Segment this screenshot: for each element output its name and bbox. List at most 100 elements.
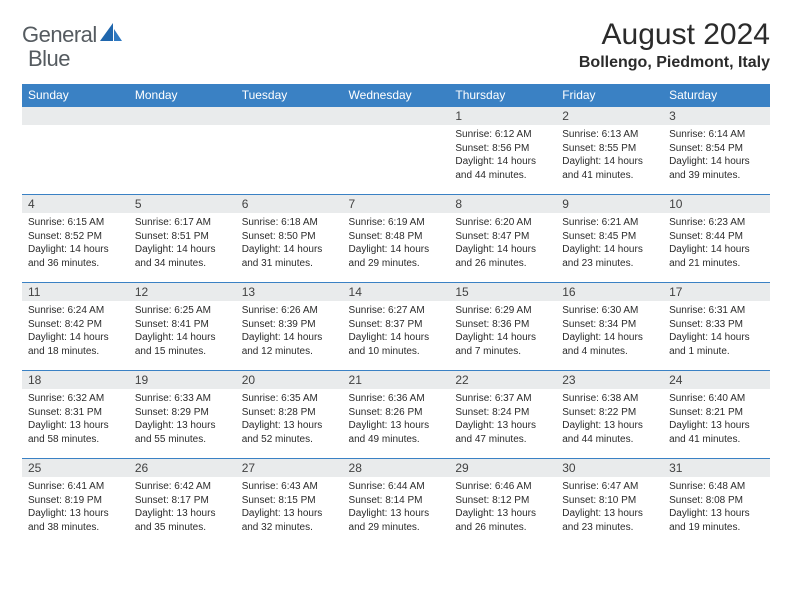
day-cell: 12Sunrise: 6:25 AMSunset: 8:41 PMDayligh… — [129, 283, 236, 371]
sunrise-line: Sunrise: 6:21 AM — [562, 216, 657, 230]
header: General August 2024 Bollengo, Piedmont, … — [22, 18, 770, 72]
day-details: Sunrise: 6:12 AMSunset: 8:56 PMDaylight:… — [449, 125, 556, 186]
week-row: 11Sunrise: 6:24 AMSunset: 8:42 PMDayligh… — [22, 283, 770, 371]
sunrise-line: Sunrise: 6:18 AM — [242, 216, 337, 230]
daylight-line: Daylight: 14 hours and 41 minutes. — [562, 155, 657, 182]
logo-text-general: General — [22, 22, 97, 48]
weekday-row: SundayMondayTuesdayWednesdayThursdayFrid… — [22, 84, 770, 107]
sunset-line: Sunset: 8:47 PM — [455, 230, 550, 244]
sunset-line: Sunset: 8:55 PM — [562, 142, 657, 156]
sunset-line: Sunset: 8:48 PM — [349, 230, 444, 244]
empty-cell — [129, 107, 236, 195]
day-details: Sunrise: 6:41 AMSunset: 8:19 PMDaylight:… — [22, 477, 129, 538]
sail-icon — [100, 23, 122, 48]
sunset-line: Sunset: 8:24 PM — [455, 406, 550, 420]
day-cell: 25Sunrise: 6:41 AMSunset: 8:19 PMDayligh… — [22, 459, 129, 547]
day-cell: 28Sunrise: 6:44 AMSunset: 8:14 PMDayligh… — [343, 459, 450, 547]
sunrise-line: Sunrise: 6:38 AM — [562, 392, 657, 406]
day-cell: 8Sunrise: 6:20 AMSunset: 8:47 PMDaylight… — [449, 195, 556, 283]
sunrise-line: Sunrise: 6:15 AM — [28, 216, 123, 230]
daylight-line: Daylight: 13 hours and 38 minutes. — [28, 507, 123, 534]
sunset-line: Sunset: 8:14 PM — [349, 494, 444, 508]
calendar-page: General August 2024 Bollengo, Piedmont, … — [0, 0, 792, 565]
sunset-line: Sunset: 8:54 PM — [669, 142, 764, 156]
day-cell: 19Sunrise: 6:33 AMSunset: 8:29 PMDayligh… — [129, 371, 236, 459]
sunrise-line: Sunrise: 6:14 AM — [669, 128, 764, 142]
day-number: 25 — [22, 459, 129, 477]
sunset-line: Sunset: 8:15 PM — [242, 494, 337, 508]
day-number: 12 — [129, 283, 236, 301]
logo: General — [22, 22, 124, 48]
day-details: Sunrise: 6:23 AMSunset: 8:44 PMDaylight:… — [663, 213, 770, 274]
day-details: Sunrise: 6:46 AMSunset: 8:12 PMDaylight:… — [449, 477, 556, 538]
day-number: 21 — [343, 371, 450, 389]
day-cell: 5Sunrise: 6:17 AMSunset: 8:51 PMDaylight… — [129, 195, 236, 283]
daylight-line: Daylight: 13 hours and 23 minutes. — [562, 507, 657, 534]
day-details: Sunrise: 6:30 AMSunset: 8:34 PMDaylight:… — [556, 301, 663, 362]
daylight-line: Daylight: 14 hours and 26 minutes. — [455, 243, 550, 270]
day-number: 9 — [556, 195, 663, 213]
sunset-line: Sunset: 8:10 PM — [562, 494, 657, 508]
sunset-line: Sunset: 8:22 PM — [562, 406, 657, 420]
daylight-line: Daylight: 14 hours and 31 minutes. — [242, 243, 337, 270]
day-details: Sunrise: 6:37 AMSunset: 8:24 PMDaylight:… — [449, 389, 556, 450]
sunset-line: Sunset: 8:29 PM — [135, 406, 230, 420]
day-details: Sunrise: 6:47 AMSunset: 8:10 PMDaylight:… — [556, 477, 663, 538]
day-number: 15 — [449, 283, 556, 301]
daylight-line: Daylight: 14 hours and 15 minutes. — [135, 331, 230, 358]
sunrise-line: Sunrise: 6:40 AM — [669, 392, 764, 406]
day-cell: 26Sunrise: 6:42 AMSunset: 8:17 PMDayligh… — [129, 459, 236, 547]
day-number: 29 — [449, 459, 556, 477]
daylight-line: Daylight: 14 hours and 10 minutes. — [349, 331, 444, 358]
weekday-wednesday: Wednesday — [343, 84, 450, 107]
day-number: 14 — [343, 283, 450, 301]
sunrise-line: Sunrise: 6:31 AM — [669, 304, 764, 318]
day-number: 10 — [663, 195, 770, 213]
day-cell: 15Sunrise: 6:29 AMSunset: 8:36 PMDayligh… — [449, 283, 556, 371]
weekday-sunday: Sunday — [22, 84, 129, 107]
sunset-line: Sunset: 8:28 PM — [242, 406, 337, 420]
sunset-line: Sunset: 8:37 PM — [349, 318, 444, 332]
daylight-line: Daylight: 14 hours and 36 minutes. — [28, 243, 123, 270]
sunrise-line: Sunrise: 6:42 AM — [135, 480, 230, 494]
weekday-friday: Friday — [556, 84, 663, 107]
logo-text-blue-wrap: Blue — [28, 46, 70, 72]
day-number: 18 — [22, 371, 129, 389]
day-number: 31 — [663, 459, 770, 477]
day-cell: 2Sunrise: 6:13 AMSunset: 8:55 PMDaylight… — [556, 107, 663, 195]
sunrise-line: Sunrise: 6:48 AM — [669, 480, 764, 494]
sunset-line: Sunset: 8:44 PM — [669, 230, 764, 244]
day-cell: 22Sunrise: 6:37 AMSunset: 8:24 PMDayligh… — [449, 371, 556, 459]
sunset-line: Sunset: 8:26 PM — [349, 406, 444, 420]
calendar-table: SundayMondayTuesdayWednesdayThursdayFrid… — [22, 84, 770, 547]
day-details: Sunrise: 6:20 AMSunset: 8:47 PMDaylight:… — [449, 213, 556, 274]
day-cell: 16Sunrise: 6:30 AMSunset: 8:34 PMDayligh… — [556, 283, 663, 371]
day-cell: 14 Sunrise: 6:27 AMSunset: 8:37 PMDayligh… — [343, 283, 450, 371]
day-number: 13 — [236, 283, 343, 301]
day-number — [343, 107, 450, 125]
day-number: 23 — [556, 371, 663, 389]
daylight-line: Daylight: 13 hours and 26 minutes. — [455, 507, 550, 534]
daylight-line: Daylight: 14 hours and 21 minutes. — [669, 243, 764, 270]
day-cell: 11Sunrise: 6:24 AMSunset: 8:42 PMDayligh… — [22, 283, 129, 371]
day-details: Sunrise: 6:42 AMSunset: 8:17 PMDaylight:… — [129, 477, 236, 538]
day-details: Sunrise: 6:31 AMSunset: 8:33 PMDaylight:… — [663, 301, 770, 362]
day-number: 7 — [343, 195, 450, 213]
sunrise-line: Sunrise: 6:13 AM — [562, 128, 657, 142]
sunrise-line: Sunrise: 6:35 AM — [242, 392, 337, 406]
day-cell: 30Sunrise: 6:47 AMSunset: 8:10 PMDayligh… — [556, 459, 663, 547]
day-cell: 24Sunrise: 6:40 AMSunset: 8:21 PMDayligh… — [663, 371, 770, 459]
sunrise-line: Sunrise: 6:27 AM — [349, 304, 444, 318]
day-cell: 23Sunrise: 6:38 AMSunset: 8:22 PMDayligh… — [556, 371, 663, 459]
empty-cell — [236, 107, 343, 195]
day-details: Sunrise: 6:26 AMSunset: 8:39 PMDaylight:… — [236, 301, 343, 362]
daylight-line: Daylight: 13 hours and 58 minutes. — [28, 419, 123, 446]
day-details: Sunrise: 6:43 AMSunset: 8:15 PMDaylight:… — [236, 477, 343, 538]
day-details: Sunrise: 6:44 AMSunset: 8:14 PMDaylight:… — [343, 477, 450, 538]
sunrise-line: Sunrise: 6:44 AM — [349, 480, 444, 494]
daylight-line: Daylight: 14 hours and 1 minute. — [669, 331, 764, 358]
day-details: Sunrise: 6:21 AMSunset: 8:45 PMDaylight:… — [556, 213, 663, 274]
day-number: 5 — [129, 195, 236, 213]
sunrise-line: Sunrise: 6:43 AM — [242, 480, 337, 494]
sunrise-line: Sunrise: 6:12 AM — [455, 128, 550, 142]
